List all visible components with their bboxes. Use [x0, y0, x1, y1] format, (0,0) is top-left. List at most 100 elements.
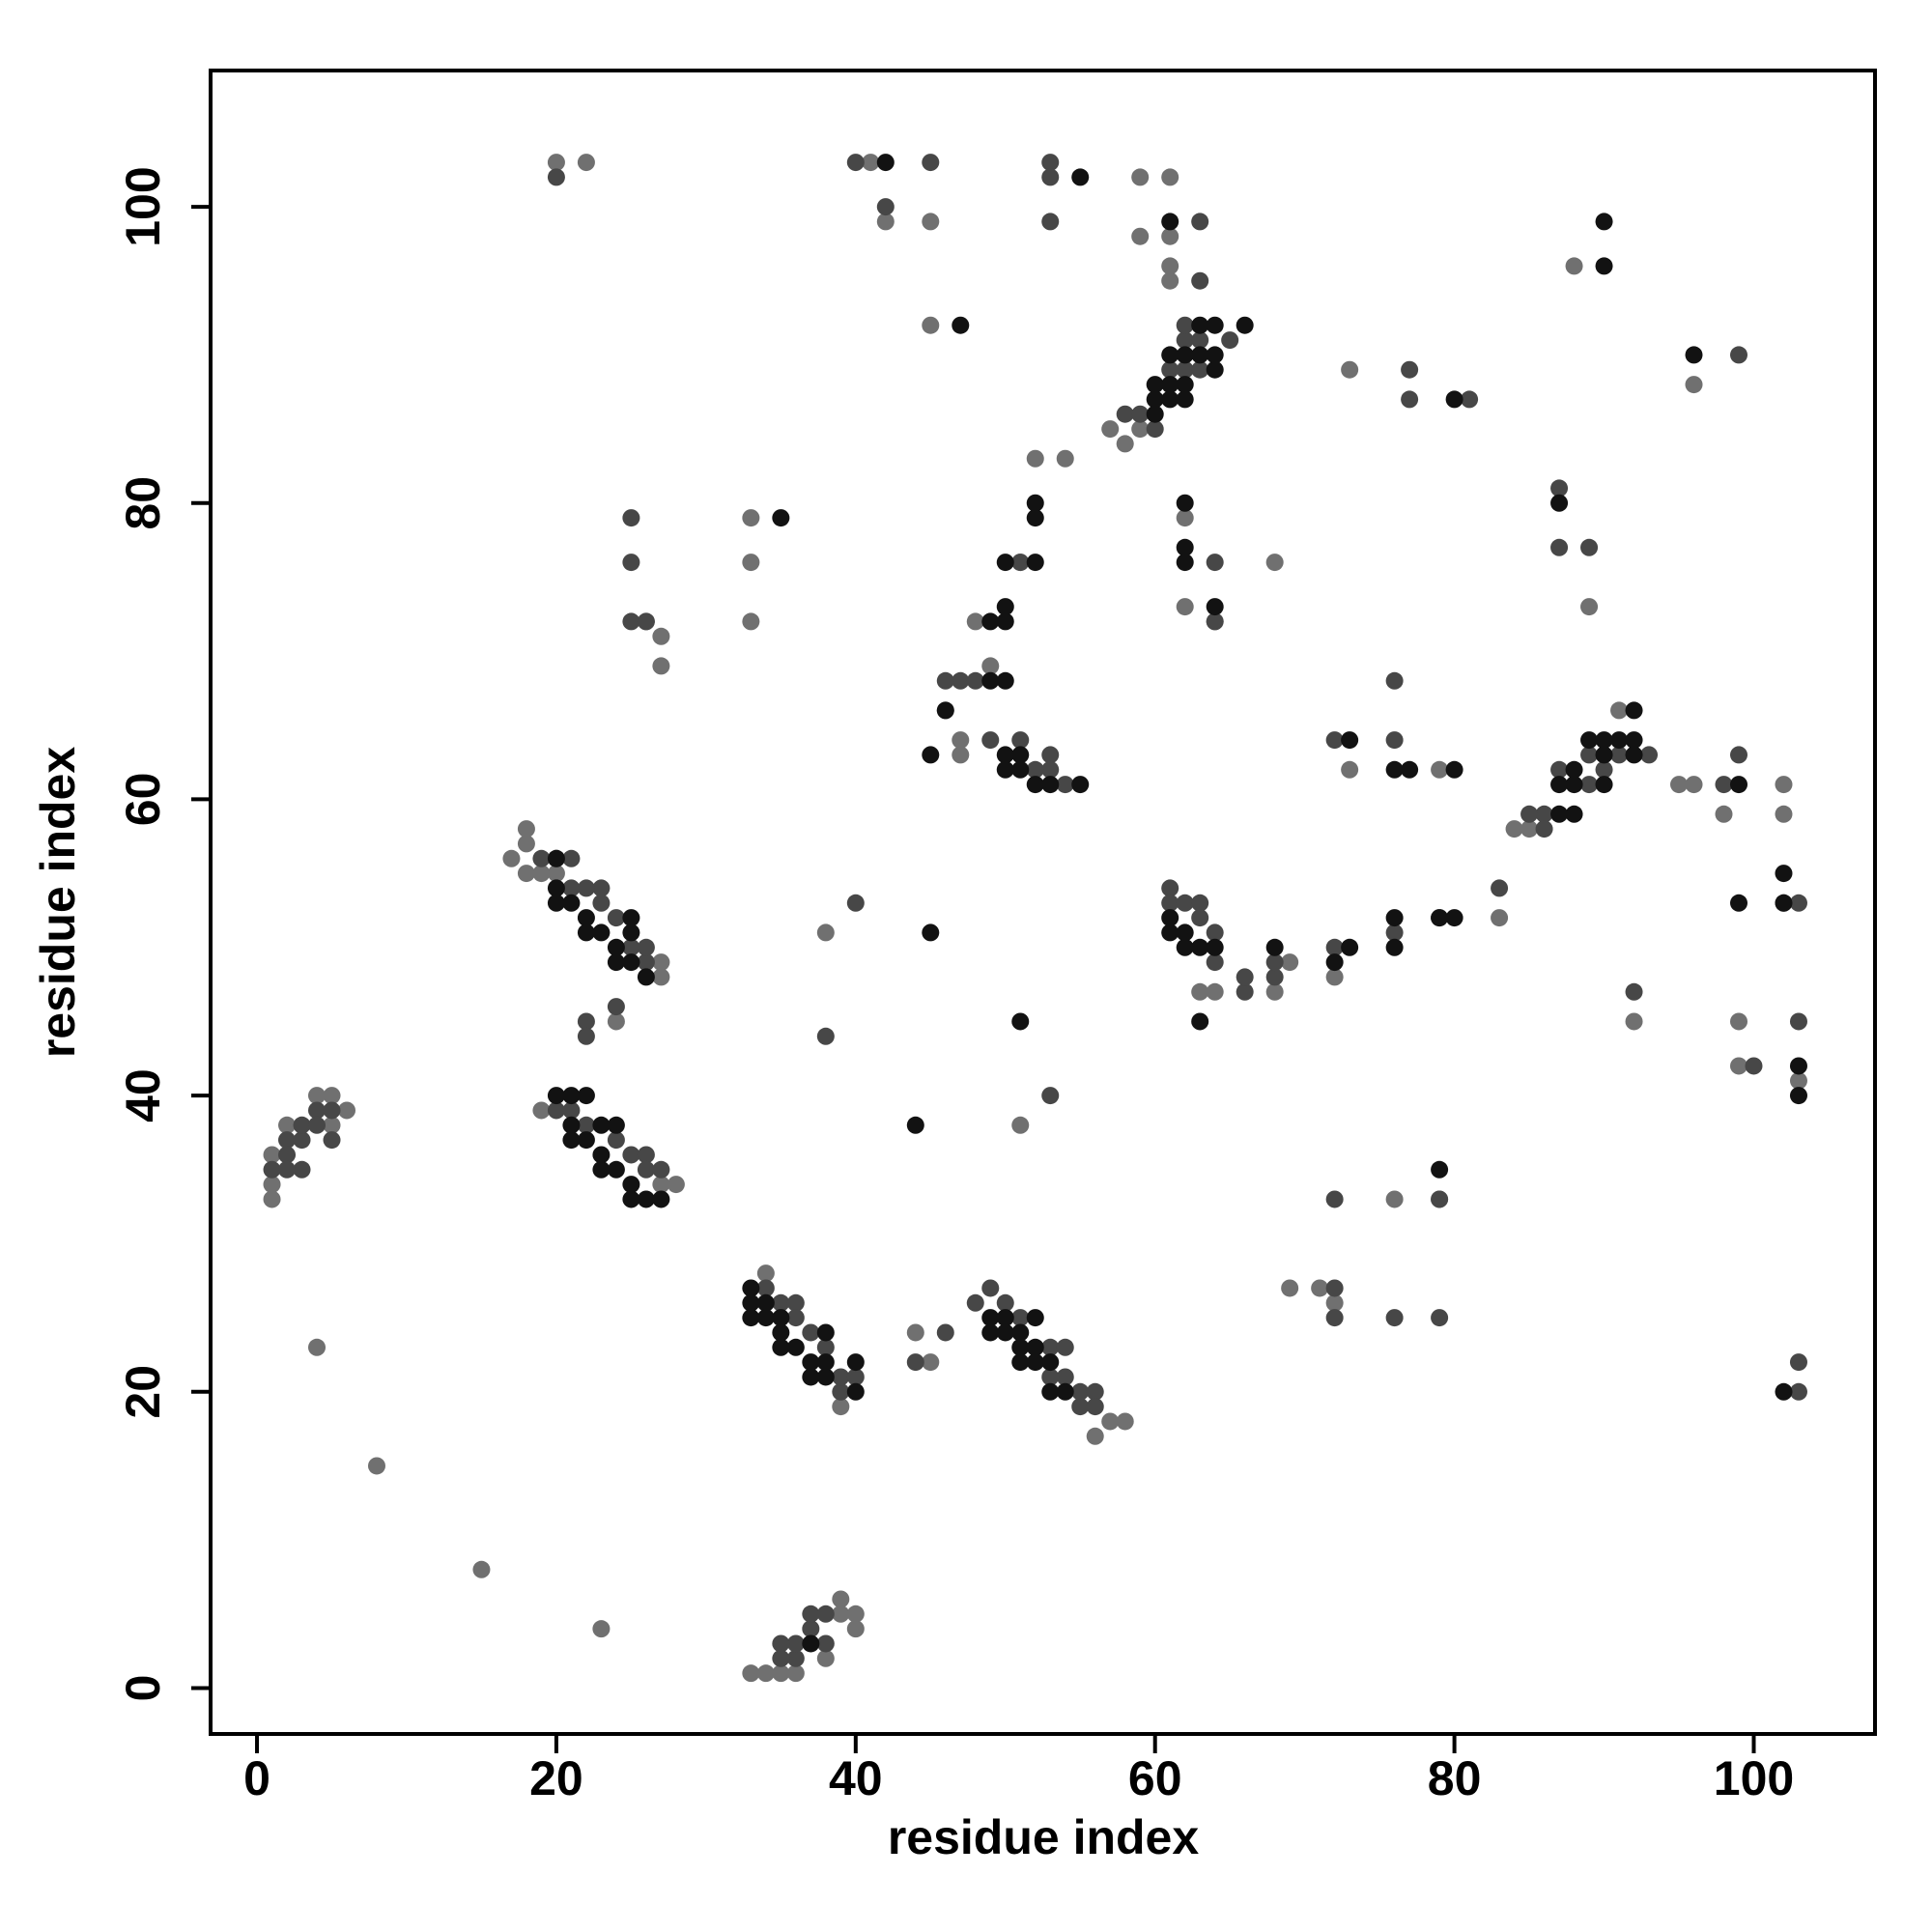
- point: [1206, 982, 1224, 1001]
- point: [1580, 746, 1599, 764]
- point: [846, 154, 865, 172]
- point: [1775, 1382, 1793, 1401]
- point: [742, 1293, 760, 1312]
- point: [846, 1353, 865, 1372]
- point: [278, 1116, 297, 1134]
- point: [1401, 390, 1419, 409]
- point: [1161, 376, 1179, 394]
- point: [607, 938, 625, 956]
- point: [922, 316, 940, 334]
- point: [1176, 598, 1194, 616]
- point: [1056, 1338, 1074, 1356]
- point: [1206, 598, 1224, 616]
- point: [922, 213, 940, 231]
- x-tick-label: 0: [243, 1751, 270, 1805]
- point: [1775, 776, 1793, 794]
- point: [981, 1323, 1000, 1342]
- point: [1206, 953, 1224, 972]
- point: [652, 953, 670, 972]
- point: [802, 1605, 820, 1623]
- point: [1341, 360, 1359, 379]
- point: [1401, 360, 1419, 379]
- point: [981, 731, 1000, 750]
- point: [772, 1338, 790, 1356]
- point: [1595, 746, 1613, 764]
- point: [532, 1101, 551, 1120]
- point: [1011, 1116, 1030, 1134]
- point: [532, 849, 551, 867]
- point: [1026, 1338, 1044, 1356]
- point: [1026, 494, 1044, 512]
- point: [1011, 731, 1030, 750]
- point: [562, 1131, 581, 1150]
- point: [637, 938, 655, 956]
- point: [1535, 805, 1553, 823]
- point: [1789, 1382, 1807, 1401]
- point: [1041, 746, 1060, 764]
- y-tick-label: 40: [116, 1068, 170, 1122]
- point: [1011, 1012, 1030, 1031]
- point: [1011, 554, 1030, 572]
- point: [637, 953, 655, 972]
- point: [293, 1160, 311, 1179]
- point: [1161, 227, 1179, 245]
- point: [1729, 1057, 1747, 1075]
- point: [1775, 805, 1793, 823]
- point: [622, 1190, 640, 1208]
- point: [1176, 390, 1194, 409]
- point: [996, 612, 1014, 631]
- point: [1341, 938, 1359, 956]
- point: [607, 1116, 625, 1134]
- point: [577, 1027, 595, 1045]
- point: [547, 894, 565, 912]
- point: [1715, 776, 1733, 794]
- point: [622, 1176, 640, 1194]
- point: [996, 1323, 1014, 1342]
- point: [1176, 894, 1194, 912]
- point: [1146, 390, 1164, 409]
- point: [1385, 909, 1404, 927]
- point: [1131, 405, 1150, 423]
- point: [1445, 390, 1463, 409]
- point: [816, 1323, 835, 1342]
- point: [1071, 1398, 1090, 1416]
- point: [876, 198, 895, 216]
- point: [547, 1101, 565, 1120]
- point: [922, 1353, 940, 1372]
- point: [772, 509, 790, 527]
- point: [1445, 909, 1463, 927]
- point: [1431, 1160, 1449, 1179]
- point: [1580, 598, 1599, 616]
- point: [1491, 879, 1509, 897]
- point: [816, 1605, 835, 1623]
- point: [637, 612, 655, 631]
- plot-frame: [209, 69, 1877, 1736]
- point: [816, 1634, 835, 1653]
- point: [1729, 346, 1747, 364]
- point: [1026, 776, 1044, 794]
- point: [308, 1101, 327, 1120]
- point: [1176, 360, 1194, 379]
- point: [1550, 776, 1569, 794]
- point: [1236, 968, 1254, 986]
- point: [1176, 346, 1194, 364]
- point: [278, 1160, 297, 1179]
- point: [996, 554, 1014, 572]
- point: [906, 1323, 924, 1342]
- point: [1206, 612, 1224, 631]
- point: [816, 1353, 835, 1372]
- point: [922, 746, 940, 764]
- point: [517, 865, 535, 883]
- point: [816, 1368, 835, 1386]
- point: [1086, 1398, 1104, 1416]
- point: [1265, 938, 1284, 956]
- point: [1715, 805, 1733, 823]
- point: [742, 1664, 760, 1683]
- point: [607, 1012, 625, 1031]
- point: [1325, 938, 1344, 956]
- point: [786, 1649, 805, 1667]
- point: [996, 598, 1014, 616]
- point: [952, 316, 970, 334]
- point: [1101, 1412, 1120, 1431]
- point: [1341, 760, 1359, 779]
